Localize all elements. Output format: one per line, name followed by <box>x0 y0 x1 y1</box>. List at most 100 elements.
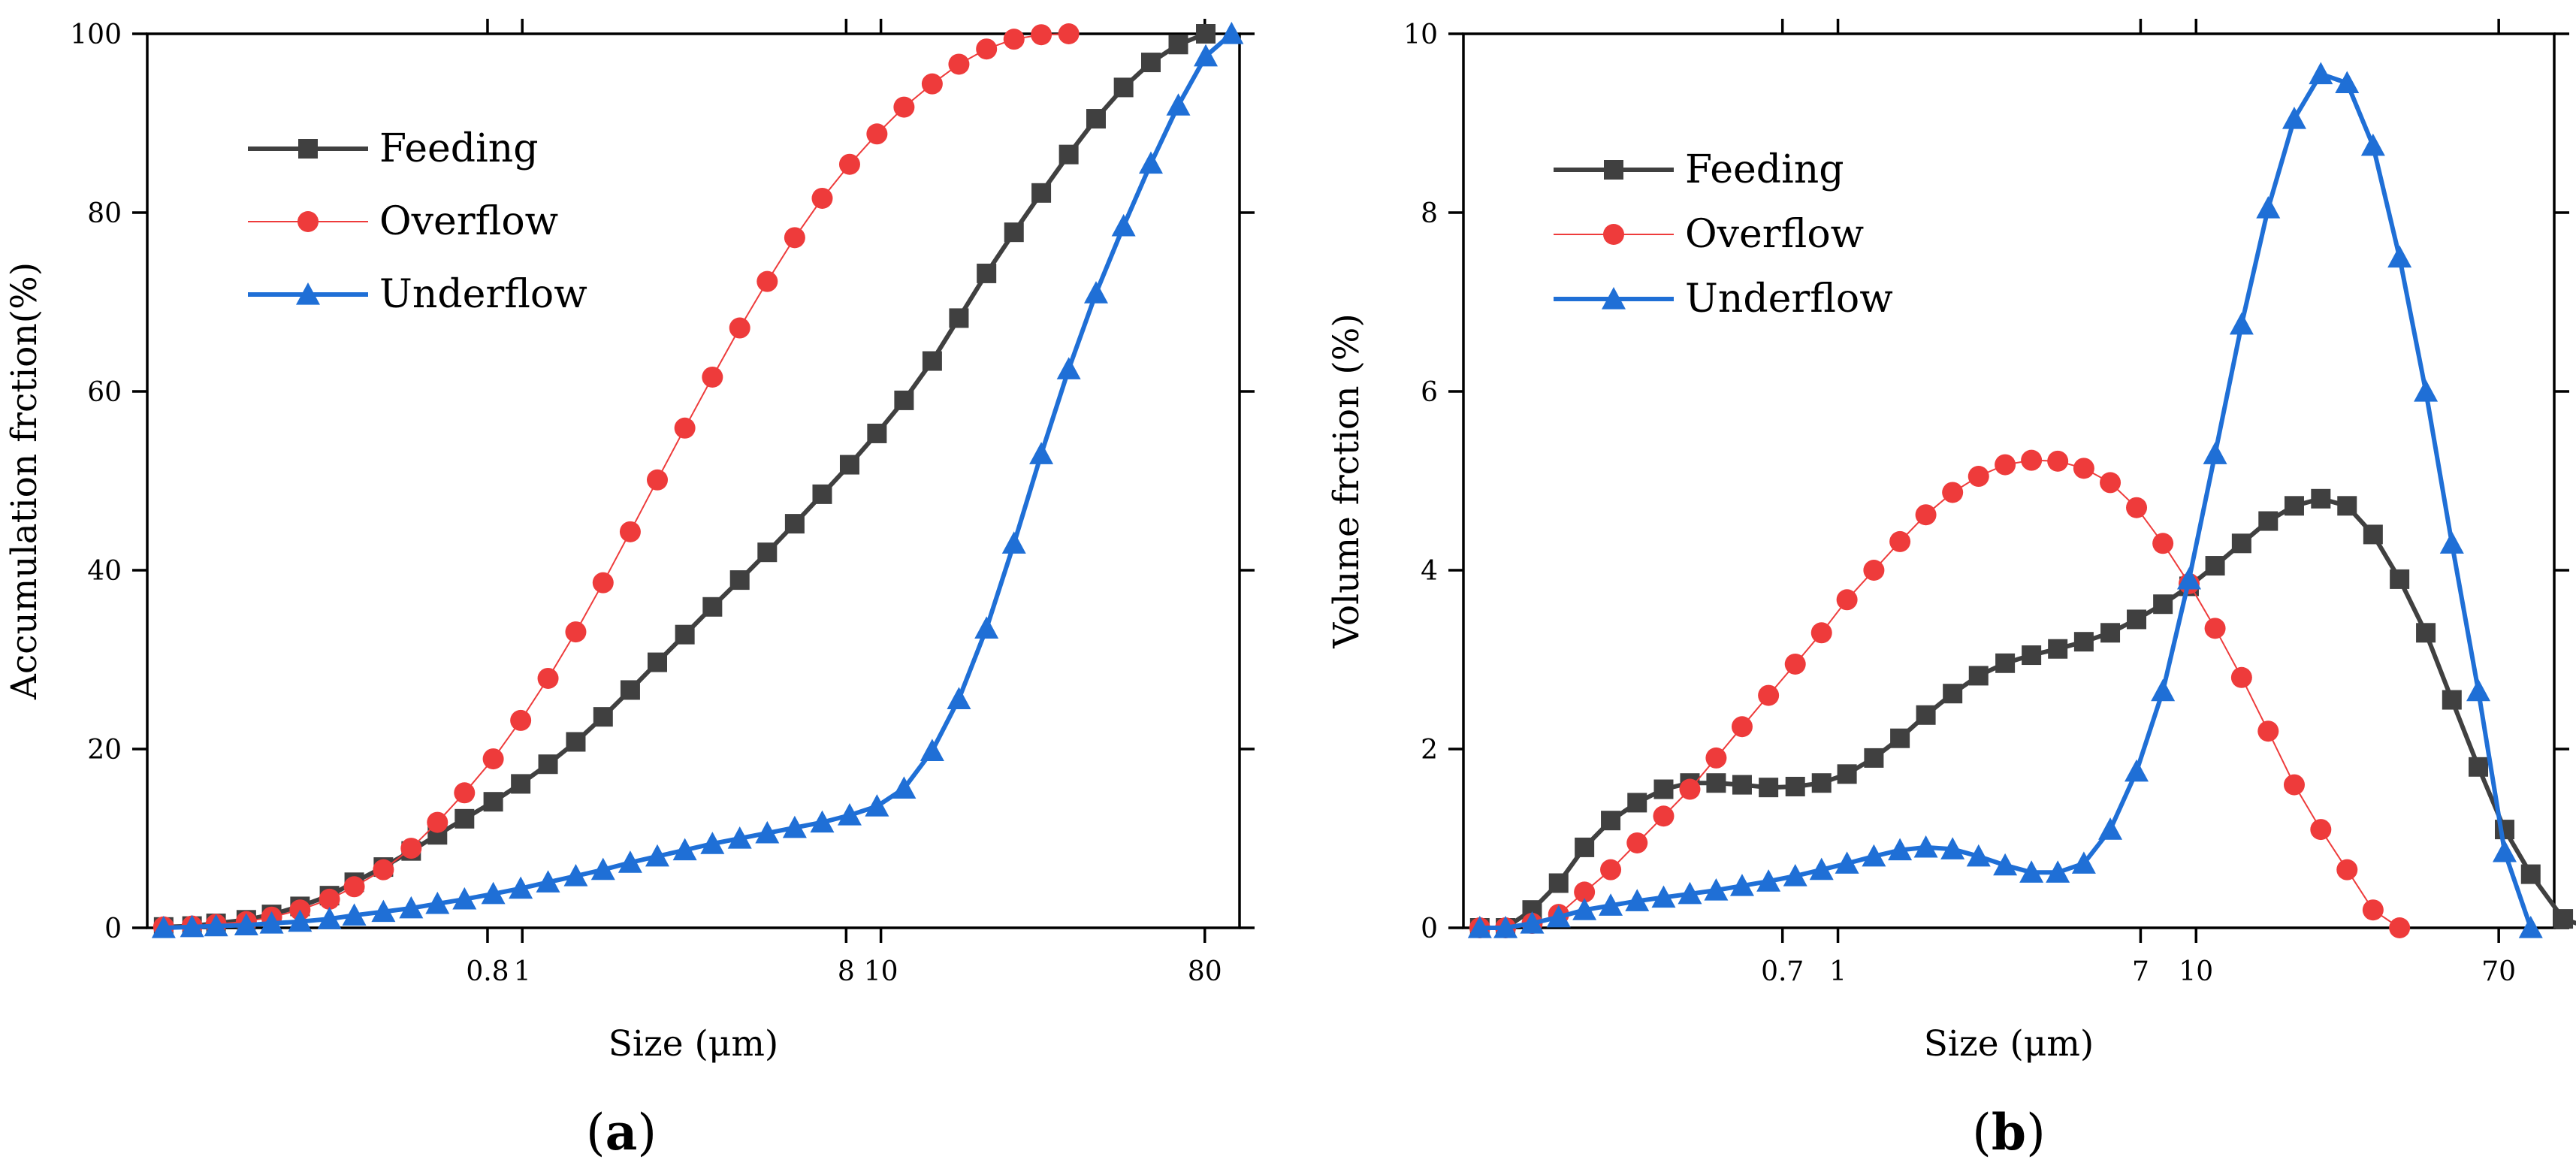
y-tick-label: 100 <box>70 20 122 50</box>
data-point-overflow <box>784 227 805 249</box>
data-point-underflow <box>645 844 670 867</box>
legend-marker-feeding <box>1604 160 1623 180</box>
data-point-underflow <box>974 616 999 639</box>
data-point-overflow <box>1679 778 1701 800</box>
data-point-underflow <box>2151 678 2176 702</box>
data-point-feeding <box>839 455 859 475</box>
data-point-feeding <box>1086 109 1106 129</box>
data-point-overflow <box>2204 618 2226 639</box>
data-point-feeding <box>867 423 887 443</box>
data-point-overflow <box>647 469 669 491</box>
data-point-overflow <box>893 96 915 118</box>
legend-label-underflow: Underflow <box>379 272 587 317</box>
data-point-underflow <box>2229 312 2254 335</box>
data-point-feeding <box>2311 488 2331 509</box>
data-point-feeding <box>2100 623 2121 643</box>
data-point-feeding <box>538 754 558 775</box>
data-point-underflow <box>2125 759 2149 782</box>
data-point-overflow <box>1731 716 1753 738</box>
data-point-underflow <box>1913 835 1938 858</box>
data-point-overflow <box>729 317 750 339</box>
legend-marker-underflow <box>1602 287 1626 310</box>
data-point-overflow <box>2257 720 2279 742</box>
data-point-underflow <box>1083 281 1108 304</box>
data-point-overflow <box>1031 24 1052 46</box>
data-point-overflow <box>1600 859 1622 881</box>
data-point-overflow <box>1836 589 1858 611</box>
data-point-underflow <box>2256 196 2281 219</box>
series-line-overflow <box>163 33 1069 928</box>
data-point-feeding <box>949 308 969 328</box>
data-point-overflow <box>2152 533 2174 554</box>
data-point-underflow <box>920 739 944 761</box>
data-point-feeding <box>1140 53 1161 73</box>
data-point-underflow <box>2387 245 2412 268</box>
data-point-overflow <box>482 748 504 770</box>
legend-label-overflow: Overflow <box>379 199 558 244</box>
x-axis-title: Size (μm) <box>1924 1023 2094 1065</box>
data-point-feeding <box>1864 748 1884 768</box>
x-tick-label: 0.8 <box>466 956 509 987</box>
data-point-feeding <box>1031 183 1052 203</box>
data-point-underflow <box>259 911 284 934</box>
data-point-underflow <box>1756 869 1781 892</box>
data-point-underflow <box>2019 860 2044 883</box>
x-tick-label: 8 <box>838 956 855 987</box>
data-point-underflow <box>2360 133 2385 156</box>
data-point-overflow <box>592 572 614 594</box>
data-point-overflow <box>2073 458 2094 479</box>
legend-marker-feeding <box>298 139 318 159</box>
data-point-underflow <box>1940 837 1965 859</box>
data-point-overflow <box>1967 466 1989 488</box>
data-point-underflow <box>2335 71 2360 94</box>
data-point-underflow <box>1572 898 1597 920</box>
y-tick-label: 0 <box>1421 914 1438 944</box>
data-point-overflow <box>2100 472 2122 494</box>
data-point-underflow <box>2414 379 2439 402</box>
data-point-overflow <box>2283 774 2305 796</box>
data-point-feeding <box>812 484 832 504</box>
data-point-feeding <box>1601 811 1621 831</box>
data-point-feeding <box>2022 645 2042 666</box>
data-point-underflow <box>452 887 477 910</box>
data-point-overflow <box>1574 881 1596 903</box>
data-point-overflow <box>343 876 365 898</box>
data-point-underflow <box>481 881 506 905</box>
data-point-feeding <box>1916 705 1936 725</box>
data-point-overflow <box>1784 653 1806 675</box>
data-point-overflow <box>2126 497 2148 518</box>
data-point-overflow <box>565 621 587 643</box>
data-point-overflow <box>838 153 860 175</box>
data-point-overflow <box>537 667 559 689</box>
data-point-feeding <box>1811 773 1832 793</box>
data-point-overflow <box>319 888 340 910</box>
data-point-overflow <box>921 73 943 95</box>
y-tick-label: 8 <box>1421 198 1438 229</box>
x-tick-label: 70 <box>2481 956 2516 987</box>
data-point-overflow <box>1626 832 1648 853</box>
data-point-underflow <box>1166 93 1191 116</box>
x-tick-label: 10 <box>864 956 898 987</box>
x-tick-label: 7 <box>2132 956 2149 987</box>
y-tick-label: 60 <box>87 377 122 408</box>
data-point-feeding <box>2153 594 2173 615</box>
y-axis-title: Volume frction (%) <box>1326 313 1367 649</box>
data-point-feeding <box>2442 690 2462 710</box>
x-tick-label: 10 <box>2179 956 2213 987</box>
data-point-feeding <box>1943 684 1963 704</box>
data-point-underflow <box>1809 857 1834 881</box>
panel-caption: (b) <box>1972 1103 2046 1161</box>
data-point-underflow <box>1888 838 1913 861</box>
data-point-feeding <box>2048 639 2068 659</box>
data-point-underflow <box>837 803 862 826</box>
data-point-feeding <box>729 570 750 591</box>
data-point-overflow <box>2047 450 2069 472</box>
data-point-underflow <box>1546 905 1571 928</box>
data-point-underflow <box>180 914 204 938</box>
data-point-feeding <box>1168 35 1188 55</box>
data-point-underflow <box>2071 851 2096 874</box>
data-point-feeding <box>1837 764 1857 784</box>
legend-marker-overflow <box>297 211 319 232</box>
panel-caption: (a) <box>586 1103 657 1161</box>
data-point-underflow <box>2282 107 2306 129</box>
